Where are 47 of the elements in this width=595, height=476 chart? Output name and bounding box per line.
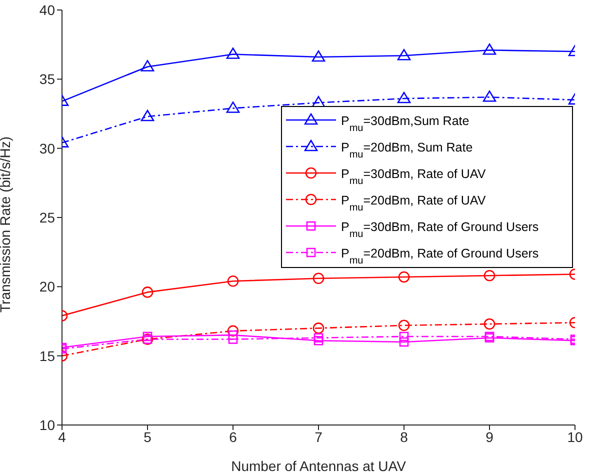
point	[227, 325, 239, 337]
point	[226, 102, 240, 113]
x-tick-label: 10	[567, 428, 583, 445]
point	[227, 275, 239, 287]
x-tick-label: 6	[229, 428, 238, 445]
y-tick-label: 10	[39, 416, 56, 433]
point	[398, 320, 410, 332]
point	[142, 286, 154, 298]
point	[399, 332, 409, 342]
x-tick-label: 9	[486, 428, 494, 445]
point	[397, 92, 411, 104]
point	[140, 60, 154, 72]
point	[228, 334, 238, 344]
point	[312, 50, 326, 62]
legend-label: P$_{mu}$=20dBm, Sum Rate	[341, 140, 473, 160]
y-tick-label: 35	[39, 71, 56, 88]
point	[482, 43, 496, 55]
point	[312, 272, 324, 284]
x-tick-label: 7	[314, 428, 323, 445]
x-tick-label: 4	[58, 428, 66, 445]
point	[398, 271, 410, 283]
point	[314, 333, 324, 342]
point	[140, 110, 154, 122]
point	[484, 270, 496, 282]
x-tick-label: 5	[144, 428, 152, 445]
y-tick-label: 20	[39, 278, 56, 295]
point	[228, 330, 238, 340]
y-axis-title: Transmission Rate (bit/s/Hz)	[0, 136, 13, 312]
y-tick-label: 40	[39, 2, 56, 18]
x-tick-label: 8	[400, 428, 408, 445]
point	[399, 337, 409, 347]
legend-label: P$_{mu}$=30dBm,Sum Rate	[341, 114, 470, 134]
point	[314, 336, 324, 346]
x-axis-title: Number of Antennas at UAV	[231, 458, 407, 474]
y-tick-label: 25	[39, 209, 56, 226]
point	[397, 49, 411, 60]
y-tick-label: 30	[39, 140, 56, 156]
point	[312, 322, 324, 334]
legend-label: P$_{mu}$=20dBm, Rate of Ground Users	[341, 246, 539, 266]
point	[482, 90, 496, 102]
legend-label: P$_{mu}$=20dBm, Rate of UAV	[341, 194, 486, 213]
point	[484, 318, 496, 330]
point	[142, 332, 152, 342]
legend-label: P$_{mu}$=30dBm, Rate of Ground Users	[341, 220, 539, 240]
point	[226, 48, 240, 59]
y-tick-label: 15	[39, 348, 56, 364]
legend-label: P$_{mu}$=30dBm, Rate of UAV	[341, 167, 486, 186]
